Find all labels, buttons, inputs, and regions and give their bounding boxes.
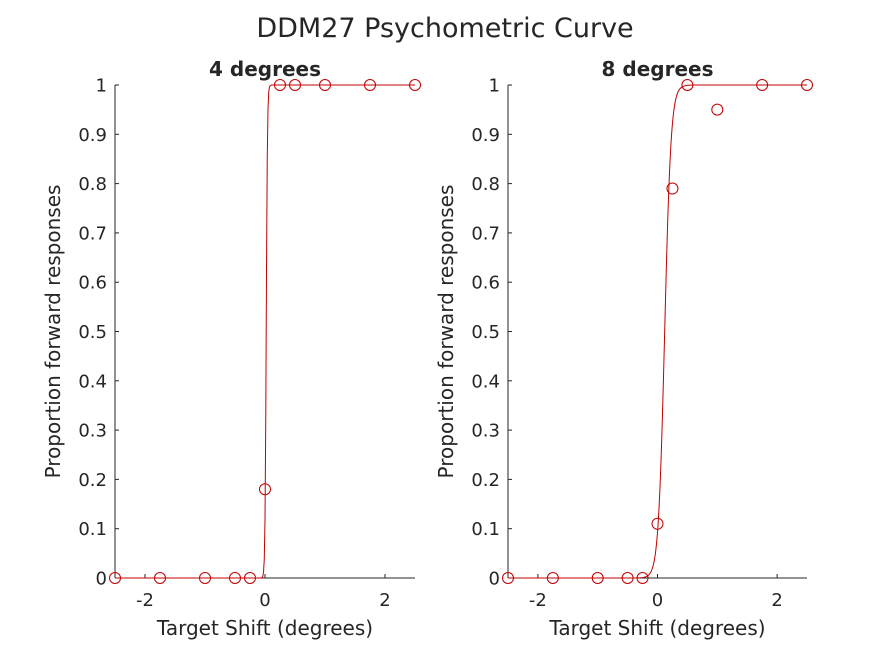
subplot-title: 4 degrees [209, 57, 321, 81]
x-tick-label: 2 [771, 590, 782, 611]
data-point [364, 79, 376, 91]
data-point [319, 79, 331, 91]
data-point [229, 572, 241, 584]
x-tick-label: 0 [652, 590, 663, 611]
y-tick-label: 0.8 [471, 174, 500, 195]
x-tick-label: -2 [529, 590, 547, 611]
x-axis-label: Target Shift (degrees) [548, 616, 765, 640]
subplot-4-degrees: 0 0.1 0.2 0.3 0.4 0.5 0.6 0.7 0.8 0.9 1 -2 0 2 4 degre… [41, 57, 421, 640]
y-tick-label: 0.7 [78, 223, 107, 244]
y-tick-label: 0.4 [471, 371, 500, 392]
fit-curve [508, 84, 807, 579]
y-tick-label: 1 [489, 76, 500, 97]
y-tick-label: 0.1 [78, 519, 107, 540]
y-axis-label: Proportion forward responses [434, 185, 458, 479]
y-axis-label: Proportion forward responses [41, 185, 65, 479]
y-tick-label: 0.2 [78, 470, 107, 491]
data-point [502, 572, 514, 584]
x-axis-label: Target Shift (degrees) [156, 616, 373, 640]
data-point [199, 572, 211, 584]
data-point [711, 103, 724, 116]
y-tick-label: 0.9 [78, 125, 107, 146]
data-point [591, 572, 604, 584]
subplot-8-degrees: 0 0.1 0.2 0.3 0.4 0.5 0.6 0.7 0.8 0.9 1 -2 0 2 8 degre… [434, 57, 813, 640]
y-tick-label: 1 [96, 76, 107, 97]
data-point [274, 79, 286, 91]
y-tick-label: 0 [96, 569, 107, 590]
data-point [289, 79, 301, 91]
y-tick-label: 0.3 [471, 421, 500, 442]
y-tick-label: 0.6 [78, 273, 107, 294]
x-tick-label: 0 [259, 590, 270, 611]
y-tick-label: 0.4 [78, 371, 107, 392]
data-point [244, 572, 256, 584]
data-point [801, 79, 813, 91]
data-point [546, 572, 559, 584]
y-tick-label: 0.8 [78, 174, 107, 195]
data-point [409, 79, 421, 91]
y-tick-label: 0 [489, 569, 500, 590]
data-point [681, 79, 694, 91]
y-tick-label: 0.2 [471, 470, 500, 491]
y-tick-label: 0.7 [471, 223, 500, 244]
data-point [259, 483, 271, 496]
y-tick-label: 0.9 [471, 125, 500, 146]
data-point [154, 572, 166, 584]
data-point [636, 572, 649, 584]
figure-title: DDM27 Psychometric Curve [256, 13, 633, 44]
x-tick-label: -2 [136, 590, 154, 611]
data-point [651, 517, 664, 530]
data-point [666, 182, 679, 195]
subplot-title: 8 degrees [602, 57, 714, 81]
y-tick-label: 0.5 [471, 322, 500, 343]
data-point [621, 572, 634, 584]
data-point [109, 572, 121, 584]
y-tick-label: 0.3 [78, 421, 107, 442]
data-point [756, 79, 769, 91]
y-tick-label: 0.1 [471, 519, 500, 540]
y-tick-label: 0.6 [471, 273, 500, 294]
y-tick-label: 0.5 [78, 322, 107, 343]
x-tick-label: 2 [379, 590, 390, 611]
